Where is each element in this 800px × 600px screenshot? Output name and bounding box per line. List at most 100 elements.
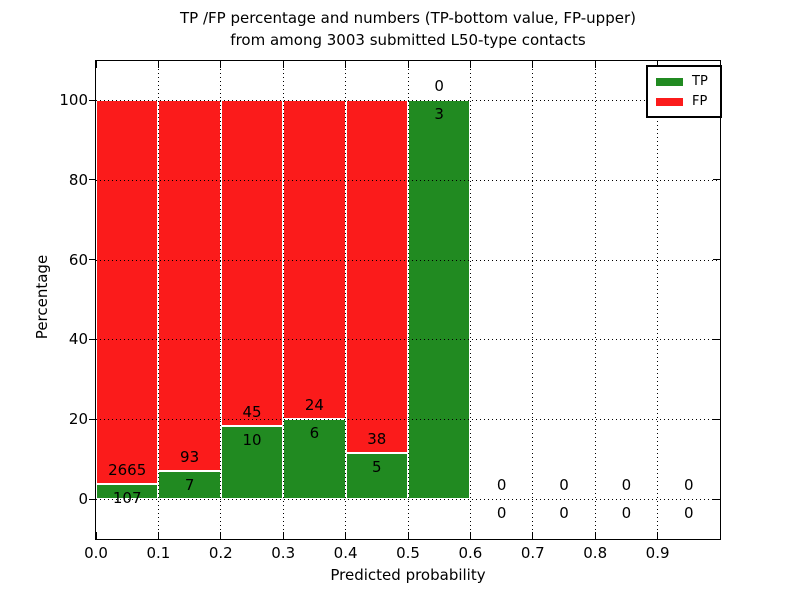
- x-tick-mark: [282, 61, 284, 68]
- grid-line-horizontal: [96, 100, 720, 101]
- x-tick-mark: [532, 532, 534, 539]
- y-tick-mark: [89, 338, 96, 340]
- legend: TP FP: [646, 65, 722, 118]
- bar-label-tp: 6: [309, 424, 320, 443]
- y-tick-label: 60: [68, 250, 88, 269]
- x-tick-mark: [469, 532, 471, 539]
- grid-line-vertical: [407, 61, 409, 539]
- bar-segment-tp: [158, 471, 221, 499]
- x-axis-label: Predicted probability: [330, 566, 486, 584]
- grid-line-vertical: [594, 61, 596, 539]
- bar-segment-fp: [158, 100, 221, 472]
- x-tick-mark: [657, 532, 659, 539]
- y-tick-mark: [89, 498, 96, 500]
- ticks-layer: [89, 61, 720, 539]
- x-tick-mark: [345, 532, 347, 539]
- x-tick-mark: [469, 61, 471, 68]
- x-tick-label: 0.0: [84, 544, 108, 562]
- y-tick-mark: [713, 498, 720, 500]
- y-tick-mark: [89, 99, 96, 101]
- x-tick-mark: [157, 532, 159, 539]
- x-tick-label: 0.5: [396, 544, 420, 562]
- x-tick-mark: [95, 532, 97, 539]
- bar-label-fp: 0: [434, 77, 444, 95]
- grid-line-vertical: [282, 61, 284, 539]
- grid-line-vertical: [157, 61, 159, 539]
- bar-label-fp: 24: [304, 396, 324, 415]
- x-tick-label: 0.9: [645, 544, 670, 562]
- bar-segment-fp: [96, 100, 159, 484]
- bar-label-tp: 10: [242, 431, 262, 450]
- bar-label-tp: 0: [621, 504, 632, 522]
- x-tick-mark: [532, 61, 534, 68]
- x-tick-mark: [345, 61, 347, 68]
- x-tick-mark: [220, 532, 222, 539]
- x-tick-label: 0.6: [458, 544, 483, 562]
- bar-label-tp: 0: [559, 504, 569, 522]
- x-tick-mark: [282, 532, 284, 539]
- grid-line-vertical: [657, 61, 659, 539]
- y-tick-mark: [713, 338, 720, 340]
- y-tick-mark: [89, 418, 96, 420]
- x-tick-mark: [594, 532, 596, 539]
- bar-label-fp: 2665: [108, 460, 147, 479]
- legend-swatch-fp-icon: [656, 98, 683, 106]
- bar-label-fp: 93: [180, 448, 200, 467]
- grid-layer: [96, 61, 720, 539]
- grid-line-horizontal: [96, 499, 720, 500]
- bar-label-tp: 0: [496, 504, 507, 522]
- bar-labels-layer: 2665 107 93 7 45 10 24 6 38 5 0 3 0 0 0 0 0 0 0 0: [96, 61, 720, 539]
- chart-title-line1: TP /FP percentage and numbers (TP-bottom…: [180, 9, 636, 27]
- bar-segment-fp: [345, 100, 408, 453]
- bar-label-fp: 38: [367, 429, 387, 448]
- x-tick-mark: [594, 61, 596, 68]
- x-tick-mark: [220, 61, 222, 68]
- bar-segment-fp: [220, 100, 284, 427]
- bar-label-tp: 3: [434, 105, 444, 123]
- y-tick-label: 20: [68, 410, 88, 429]
- legend-item-tp: TP: [656, 72, 720, 92]
- legend-item-fp: FP: [656, 92, 720, 112]
- grid-line-vertical: [469, 61, 471, 539]
- y-tick-label: 40: [68, 330, 88, 349]
- bar-label-fp: 0: [684, 476, 694, 494]
- grid-line-horizontal: [96, 179, 720, 181]
- y-tick-label: 100: [59, 91, 88, 109]
- bar-label-fp: 0: [621, 476, 632, 494]
- x-tick-label: 0.8: [583, 544, 608, 562]
- grid-line-horizontal: [96, 259, 720, 261]
- y-tick-mark: [713, 418, 720, 420]
- grid-line-vertical: [220, 61, 222, 539]
- y-tick-mark: [713, 179, 720, 181]
- bar-segment-tp: [408, 100, 471, 499]
- legend-label-fp: FP: [692, 94, 708, 109]
- x-tick-mark: [407, 61, 409, 68]
- y-tick-mark: [89, 179, 96, 181]
- bar-label-tp: 0: [684, 504, 694, 522]
- x-tick-mark: [95, 61, 97, 68]
- x-tick-label: 0.4: [333, 544, 358, 562]
- bar-label-fp: 0: [496, 476, 507, 494]
- bar-label-tp: 5: [372, 457, 382, 476]
- grid-line-vertical: [345, 61, 347, 539]
- legend-swatch-tp-icon: [656, 78, 683, 86]
- bar-label-fp: 0: [559, 476, 569, 494]
- chart-title: TP /FP percentage and numbers (TP-bottom…: [96, 7, 720, 51]
- grid-line-horizontal: [96, 339, 720, 341]
- y-tick-label: 0: [78, 490, 88, 508]
- x-tick-label: 0.3: [271, 544, 296, 562]
- grid-line-horizontal: [96, 419, 720, 421]
- bar-label-tp: 107: [112, 488, 142, 507]
- bar-label-tp: 7: [184, 476, 195, 495]
- y-tick-mark: [713, 259, 720, 261]
- x-tick-label: 0.2: [208, 544, 233, 562]
- plot-area: 2665 107 93 7 45 10 24 6 38 5 0 3 0 0 0 0 0 0 0 0 TP FP: [89, 60, 722, 540]
- x-tick-mark: [407, 532, 409, 539]
- grid-line-vertical: [532, 61, 534, 539]
- bar-segment-tp: [96, 483, 159, 499]
- x-tick-mark: [657, 61, 659, 68]
- y-tick-label: 80: [68, 170, 88, 189]
- bar-segment-tp: [283, 419, 346, 499]
- bar-segment-tp: [220, 426, 284, 499]
